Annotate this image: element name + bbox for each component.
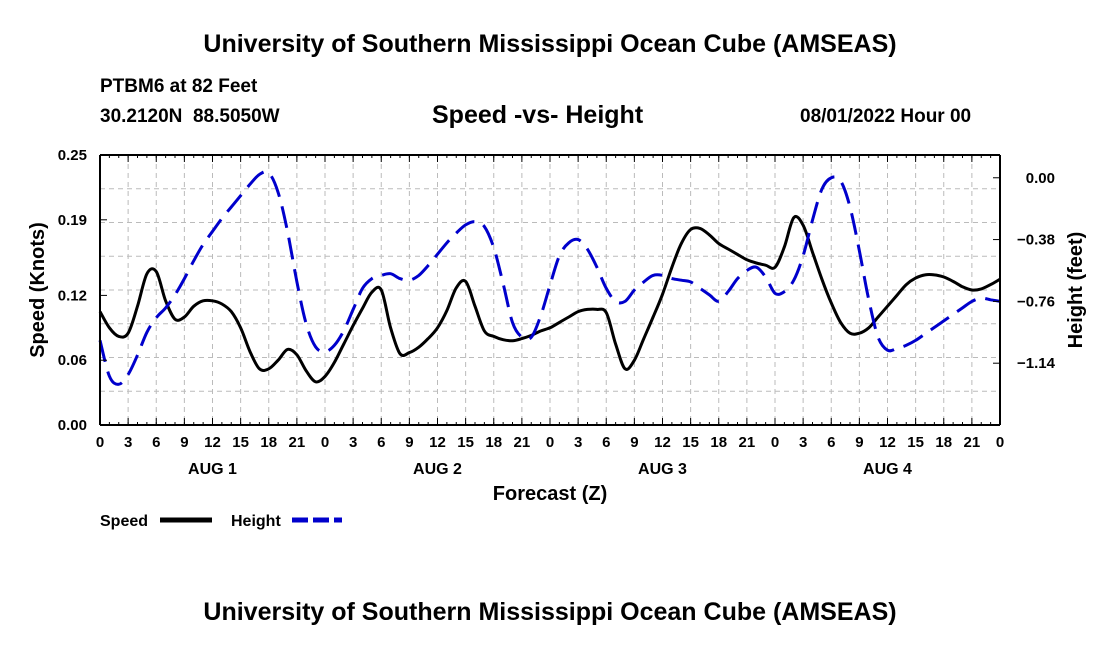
day-label: AUG 4 bbox=[863, 461, 912, 478]
x-tick-label: 9 bbox=[630, 434, 638, 451]
x-tick-label: 9 bbox=[405, 434, 413, 451]
x-tick-label: 18 bbox=[260, 434, 277, 451]
x-tick-label: 21 bbox=[289, 434, 306, 451]
x-tick-label: 15 bbox=[232, 434, 249, 451]
day-label: AUG 1 bbox=[188, 461, 237, 478]
x-tick-label: 6 bbox=[827, 434, 835, 451]
y-tick-label: 0.25 bbox=[58, 147, 87, 164]
footer-title: University of Southern Mississippi Ocean… bbox=[203, 598, 897, 626]
legend-height-label: Height bbox=[231, 513, 281, 530]
day-label: AUG 2 bbox=[413, 461, 462, 478]
x-tick-label: 12 bbox=[879, 434, 896, 451]
y2-tick-label: −1.14 bbox=[1017, 355, 1056, 372]
x-tick-label: 18 bbox=[935, 434, 952, 451]
y2-axis-label: Height (feet) bbox=[1065, 232, 1087, 349]
chart-main-title: University of Southern Mississippi Ocean… bbox=[203, 30, 897, 58]
x-tick-label: 18 bbox=[485, 434, 502, 451]
x-tick-label: 12 bbox=[429, 434, 446, 451]
x-tick-label: 3 bbox=[349, 434, 357, 451]
x-tick-label: 3 bbox=[574, 434, 582, 451]
x-tick-label: 15 bbox=[457, 434, 474, 451]
x-tick-label: 15 bbox=[907, 434, 924, 451]
y-tick-label: 0.00 bbox=[58, 417, 87, 434]
x-tick-label: 0 bbox=[546, 434, 554, 451]
speed-series-line bbox=[98, 214, 1001, 384]
y-tick-label: 0.06 bbox=[58, 352, 87, 369]
y-tick-label: 0.12 bbox=[58, 287, 87, 304]
y2-tick-label: −0.76 bbox=[1017, 293, 1055, 310]
legend: Speed Height bbox=[100, 513, 342, 530]
x-tick-label: 21 bbox=[964, 434, 981, 451]
x-tick-label: 21 bbox=[514, 434, 531, 451]
series-lines bbox=[98, 170, 1001, 386]
y2-tick-label: 0.00 bbox=[1026, 170, 1055, 187]
x-tick-label: 0 bbox=[96, 434, 104, 451]
legend-speed-label: Speed bbox=[100, 513, 148, 530]
x-tick-label: 21 bbox=[739, 434, 756, 451]
chart-subtitle: Speed -vs- Height bbox=[432, 101, 644, 129]
y-tick-label: 0.19 bbox=[58, 212, 87, 229]
x-tick-label: 12 bbox=[204, 434, 221, 451]
x-tick-label: 0 bbox=[771, 434, 779, 451]
day-label: AUG 3 bbox=[638, 461, 687, 478]
x-tick-label: 9 bbox=[855, 434, 863, 451]
forecast-run-time: 08/01/2022 Hour 00 bbox=[800, 106, 972, 127]
y-axis-label: Speed (Knots) bbox=[27, 222, 49, 358]
x-tick-label: 6 bbox=[377, 434, 385, 451]
x-tick-label: 9 bbox=[180, 434, 188, 451]
station-name: PTBM6 at 82 Feet bbox=[100, 76, 258, 97]
x-tick-label: 18 bbox=[710, 434, 727, 451]
x-tick-label: 3 bbox=[799, 434, 807, 451]
x-tick-label: 0 bbox=[321, 434, 329, 451]
height-series-line bbox=[98, 170, 1001, 386]
x-tick-label: 15 bbox=[682, 434, 699, 451]
x-tick-label: 6 bbox=[602, 434, 610, 451]
x-tick-label: 6 bbox=[152, 434, 160, 451]
x-tick-label: 0 bbox=[996, 434, 1004, 451]
axes bbox=[99, 154, 1001, 426]
x-tick-label: 12 bbox=[654, 434, 671, 451]
station-coordinates: 30.2120N 88.5050W bbox=[100, 106, 280, 127]
x-axis-label: Forecast (Z) bbox=[493, 483, 607, 505]
y2-tick-label: −0.38 bbox=[1017, 232, 1055, 249]
axis-labels: 0 3 6 9 12 15 18 21 0 3 6 9 12 15 18 21 0 3 6 9 12 15 18 21 0 3 6 9… bbox=[27, 147, 1087, 505]
x-tick-label: 3 bbox=[124, 434, 132, 451]
